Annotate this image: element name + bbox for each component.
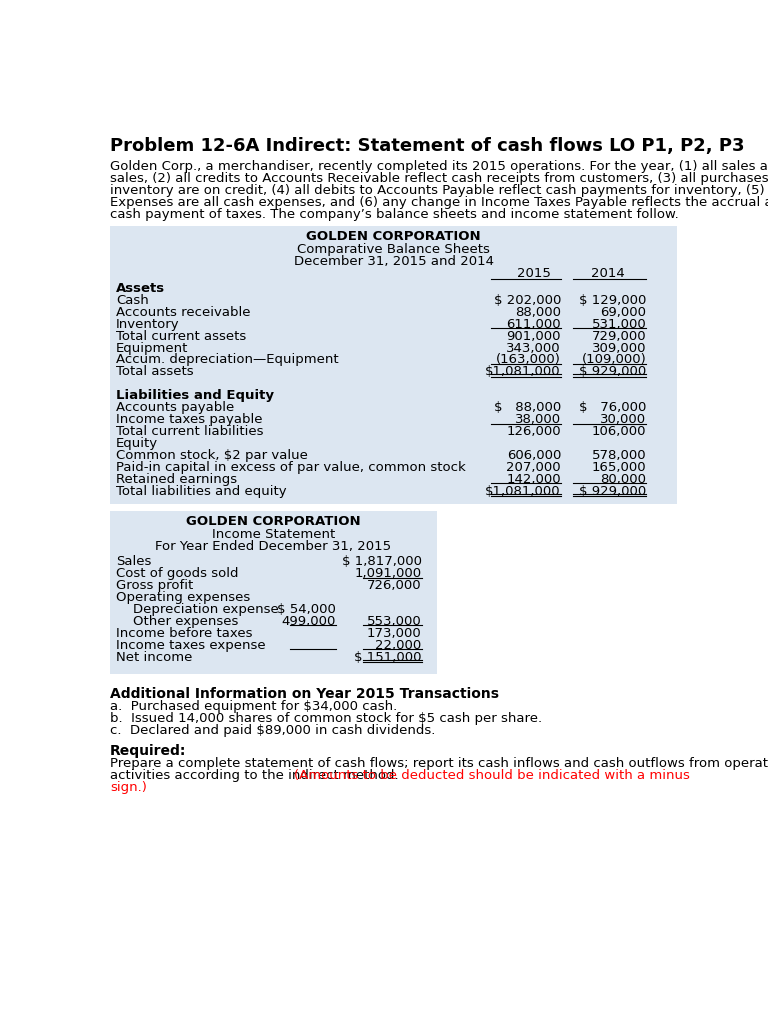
Text: 531,000: 531,000 xyxy=(591,317,646,331)
Text: Expenses are all cash expenses, and (6) any change in Income Taxes Payable refle: Expenses are all cash expenses, and (6) … xyxy=(110,196,768,209)
Text: Income taxes payable: Income taxes payable xyxy=(116,413,263,426)
Text: Sales: Sales xyxy=(116,555,151,568)
Text: 38,000: 38,000 xyxy=(515,413,561,426)
Text: Required:: Required: xyxy=(110,743,187,758)
Text: Depreciation expense: Depreciation expense xyxy=(116,603,279,616)
Text: Liabilities and Equity: Liabilities and Equity xyxy=(116,389,274,402)
Text: Comparative Balance Sheets: Comparative Balance Sheets xyxy=(297,243,490,256)
Text: sign.): sign.) xyxy=(110,781,147,794)
Text: (109,000): (109,000) xyxy=(581,353,646,367)
Text: 126,000: 126,000 xyxy=(506,425,561,438)
Text: For Year Ended December 31, 2015: For Year Ended December 31, 2015 xyxy=(155,540,392,553)
Text: 30,000: 30,000 xyxy=(600,413,646,426)
Text: Net income: Net income xyxy=(116,650,193,664)
Text: GOLDEN CORPORATION: GOLDEN CORPORATION xyxy=(186,515,361,528)
Text: Income before taxes: Income before taxes xyxy=(116,627,253,640)
Text: Other expenses: Other expenses xyxy=(116,614,239,628)
Text: inventory are on credit, (4) all debits to Accounts Payable reflect cash payment: inventory are on credit, (4) all debits … xyxy=(110,183,768,197)
Text: $ 54,000: $ 54,000 xyxy=(277,603,336,616)
Text: Cash: Cash xyxy=(116,294,149,307)
Text: Accounts receivable: Accounts receivable xyxy=(116,306,250,318)
Text: Income Statement: Income Statement xyxy=(212,527,335,541)
Text: 553,000: 553,000 xyxy=(367,614,422,628)
Text: 80,000: 80,000 xyxy=(601,473,646,485)
Text: Retained earnings: Retained earnings xyxy=(116,473,237,485)
Text: 578,000: 578,000 xyxy=(591,449,646,462)
Text: activities according to the indirect method.: activities according to the indirect met… xyxy=(110,769,403,782)
Text: 142,000: 142,000 xyxy=(506,473,561,485)
Text: 2014: 2014 xyxy=(591,267,624,281)
Text: 611,000: 611,000 xyxy=(506,317,561,331)
Text: GOLDEN CORPORATION: GOLDEN CORPORATION xyxy=(306,230,481,244)
Text: $ 129,000: $ 129,000 xyxy=(579,294,646,307)
FancyBboxPatch shape xyxy=(110,225,677,504)
FancyBboxPatch shape xyxy=(110,511,437,674)
Text: $ 929,000: $ 929,000 xyxy=(579,484,646,498)
Text: b.  Issued 14,000 shares of common stock for $5 cash per share.: b. Issued 14,000 shares of common stock … xyxy=(110,713,542,725)
Text: Total current liabilities: Total current liabilities xyxy=(116,425,263,438)
Text: 173,000: 173,000 xyxy=(367,627,422,640)
Text: (Amounts to be deducted should be indicated with a minus: (Amounts to be deducted should be indica… xyxy=(294,769,690,782)
Text: Operating expenses: Operating expenses xyxy=(116,591,250,604)
Text: Gross profit: Gross profit xyxy=(116,580,194,592)
Text: Total current assets: Total current assets xyxy=(116,330,247,343)
Text: Prepare a complete statement of cash flows; report its cash inflows and cash out: Prepare a complete statement of cash flo… xyxy=(110,757,768,770)
Text: Total liabilities and equity: Total liabilities and equity xyxy=(116,484,286,498)
Text: (163,000): (163,000) xyxy=(496,353,561,367)
Text: sales, (2) all credits to Accounts Receivable reflect cash receipts from custome: sales, (2) all credits to Accounts Recei… xyxy=(110,172,768,184)
Text: 729,000: 729,000 xyxy=(591,330,646,343)
Text: Inventory: Inventory xyxy=(116,317,180,331)
Text: $ 1,817,000: $ 1,817,000 xyxy=(342,555,422,568)
Text: Common stock, $2 par value: Common stock, $2 par value xyxy=(116,449,308,462)
Text: Equipment: Equipment xyxy=(116,342,188,354)
Text: 901,000: 901,000 xyxy=(507,330,561,343)
Text: Accounts payable: Accounts payable xyxy=(116,401,234,415)
Text: $1,081,000: $1,081,000 xyxy=(485,366,561,379)
Text: Problem 12-6A Indirect: Statement of cash flows LO P1, P2, P3: Problem 12-6A Indirect: Statement of cas… xyxy=(110,137,744,155)
Text: 88,000: 88,000 xyxy=(515,306,561,318)
Text: $   76,000: $ 76,000 xyxy=(579,401,646,415)
Text: $ 202,000: $ 202,000 xyxy=(494,294,561,307)
Text: 165,000: 165,000 xyxy=(591,461,646,474)
Text: 606,000: 606,000 xyxy=(507,449,561,462)
Text: 106,000: 106,000 xyxy=(592,425,646,438)
Text: $ 929,000: $ 929,000 xyxy=(579,366,646,379)
Text: Equity: Equity xyxy=(116,437,158,450)
Text: 69,000: 69,000 xyxy=(601,306,646,318)
Text: Assets: Assets xyxy=(116,282,165,295)
Text: 207,000: 207,000 xyxy=(506,461,561,474)
Text: 309,000: 309,000 xyxy=(592,342,646,354)
Text: 343,000: 343,000 xyxy=(506,342,561,354)
Text: a.  Purchased equipment for $34,000 cash.: a. Purchased equipment for $34,000 cash. xyxy=(110,700,397,714)
Text: Total assets: Total assets xyxy=(116,366,194,379)
Text: cash payment of taxes. The company’s balance sheets and income statement follow.: cash payment of taxes. The company’s bal… xyxy=(110,208,679,220)
Text: $   88,000: $ 88,000 xyxy=(494,401,561,415)
Text: Paid-in capital in excess of par value, common stock: Paid-in capital in excess of par value, … xyxy=(116,461,466,474)
Text: Cost of goods sold: Cost of goods sold xyxy=(116,567,239,581)
Text: c.  Declared and paid $89,000 in cash dividends.: c. Declared and paid $89,000 in cash div… xyxy=(110,724,435,737)
Text: 1,091,000: 1,091,000 xyxy=(354,567,422,581)
Text: 499,000: 499,000 xyxy=(282,614,336,628)
Text: Accum. depreciation—Equipment: Accum. depreciation—Equipment xyxy=(116,353,339,367)
Text: 726,000: 726,000 xyxy=(367,580,422,592)
Text: $1,081,000: $1,081,000 xyxy=(485,484,561,498)
Text: 22,000: 22,000 xyxy=(376,639,422,652)
Text: Additional Information on Year 2015 Transactions: Additional Information on Year 2015 Tran… xyxy=(110,687,499,701)
Text: December 31, 2015 and 2014: December 31, 2015 and 2014 xyxy=(293,255,494,268)
Text: Income taxes expense: Income taxes expense xyxy=(116,639,266,652)
Text: 2015: 2015 xyxy=(517,267,551,281)
Text: $ 151,000: $ 151,000 xyxy=(354,650,422,664)
Text: Golden Corp., a merchandiser, recently completed its 2015 operations. For the ye: Golden Corp., a merchandiser, recently c… xyxy=(110,160,768,173)
